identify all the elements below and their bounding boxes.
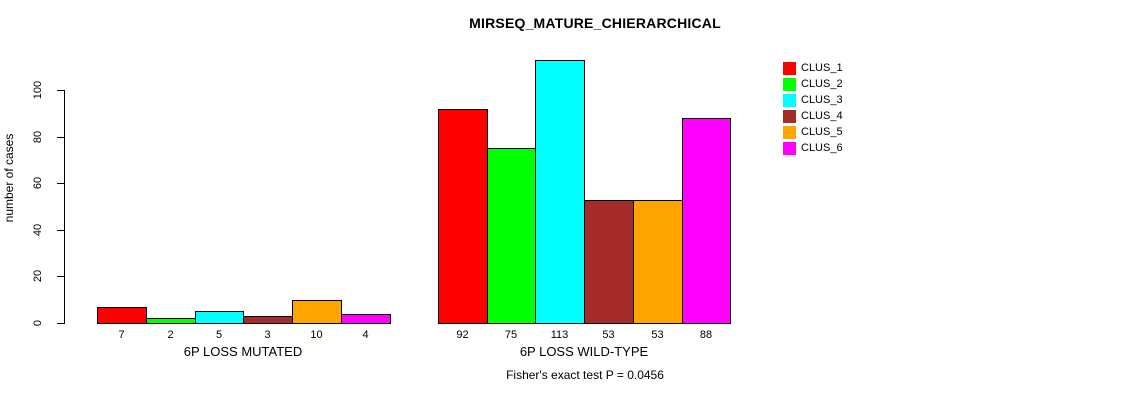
bar-value-label: 2 (167, 329, 174, 341)
bar-clus_5 (633, 200, 683, 324)
y-axis-tick-label: 20 (32, 269, 44, 283)
legend-label: CLUS_4 (801, 110, 843, 122)
bar-value-label: 3 (264, 329, 271, 341)
legend-swatch-clus_2 (783, 78, 796, 91)
legend-item: CLUS_1 (783, 62, 843, 75)
y-axis-tick-label: 0 (32, 319, 44, 327)
bar-value-label: 113 (550, 329, 569, 341)
bar-clus_4 (584, 200, 634, 324)
bar-value-label: 5 (215, 329, 223, 341)
legend-swatch-clus_5 (783, 126, 796, 139)
y-axis-line (64, 90, 65, 324)
bar-clus_4 (243, 316, 293, 324)
legend: CLUS_1 CLUS_2 CLUS_3 CLUS_4 CLUS_5 CLUS_6 (783, 62, 843, 158)
bar-clus_1 (97, 307, 147, 324)
bar-clus_5 (292, 300, 342, 324)
legend-label: CLUS_6 (801, 142, 843, 154)
y-axis-label: number of cases (2, 133, 16, 223)
bar-clus_3 (195, 311, 244, 324)
bar-clus_6 (341, 314, 391, 324)
y-axis-tick (57, 230, 64, 231)
footnote-text: Fisher's exact test P = 0.0456 (506, 368, 664, 382)
legend-swatch-clus_1 (783, 62, 796, 75)
legend-label: CLUS_3 (801, 94, 843, 106)
legend-swatch-clus_4 (783, 110, 796, 123)
y-axis-tick-label: 100 (32, 80, 44, 100)
y-axis-tick (57, 323, 64, 324)
legend-label: CLUS_2 (801, 78, 843, 90)
legend-item: CLUS_3 (783, 94, 843, 107)
bar-value-label: 53 (651, 329, 664, 341)
legend-label: CLUS_5 (801, 126, 843, 138)
legend-swatch-clus_6 (783, 142, 796, 155)
legend-item: CLUS_4 (783, 110, 843, 123)
bar-value-label: 53 (602, 329, 615, 341)
legend-item: CLUS_5 (783, 126, 843, 139)
y-axis-tick-label: 60 (32, 176, 44, 190)
legend-item: CLUS_2 (783, 78, 843, 91)
bar-clus_3 (535, 60, 585, 324)
bar-value-label: 92 (456, 329, 469, 341)
bar-clus_1 (438, 109, 488, 324)
bar-clus_2 (487, 148, 536, 324)
bar-value-label: 10 (310, 329, 323, 341)
legend-swatch-clus_3 (783, 94, 796, 107)
y-axis-tick-label: 40 (32, 223, 44, 237)
group-label: 6P LOSS WILD-TYPE (519, 344, 649, 359)
bar-value-label: 88 (699, 329, 713, 341)
bar-value-label: 75 (504, 329, 518, 341)
legend-item: CLUS_6 (783, 142, 843, 155)
bar-clus_6 (682, 118, 731, 324)
y-axis-tick-label: 80 (32, 130, 44, 144)
bar-value-label: 7 (118, 329, 125, 341)
bar-clus_2 (146, 318, 196, 324)
chart-title: MIRSEQ_MATURE_CHIERARCHICAL (469, 15, 721, 31)
y-axis-tick (57, 276, 64, 277)
y-axis-tick (57, 90, 64, 91)
y-axis-tick (57, 183, 64, 184)
group-label: 6P LOSS MUTATED (183, 344, 303, 359)
legend-label: CLUS_1 (801, 62, 843, 74)
y-axis-tick (57, 137, 64, 138)
bar-value-label: 4 (362, 329, 369, 341)
